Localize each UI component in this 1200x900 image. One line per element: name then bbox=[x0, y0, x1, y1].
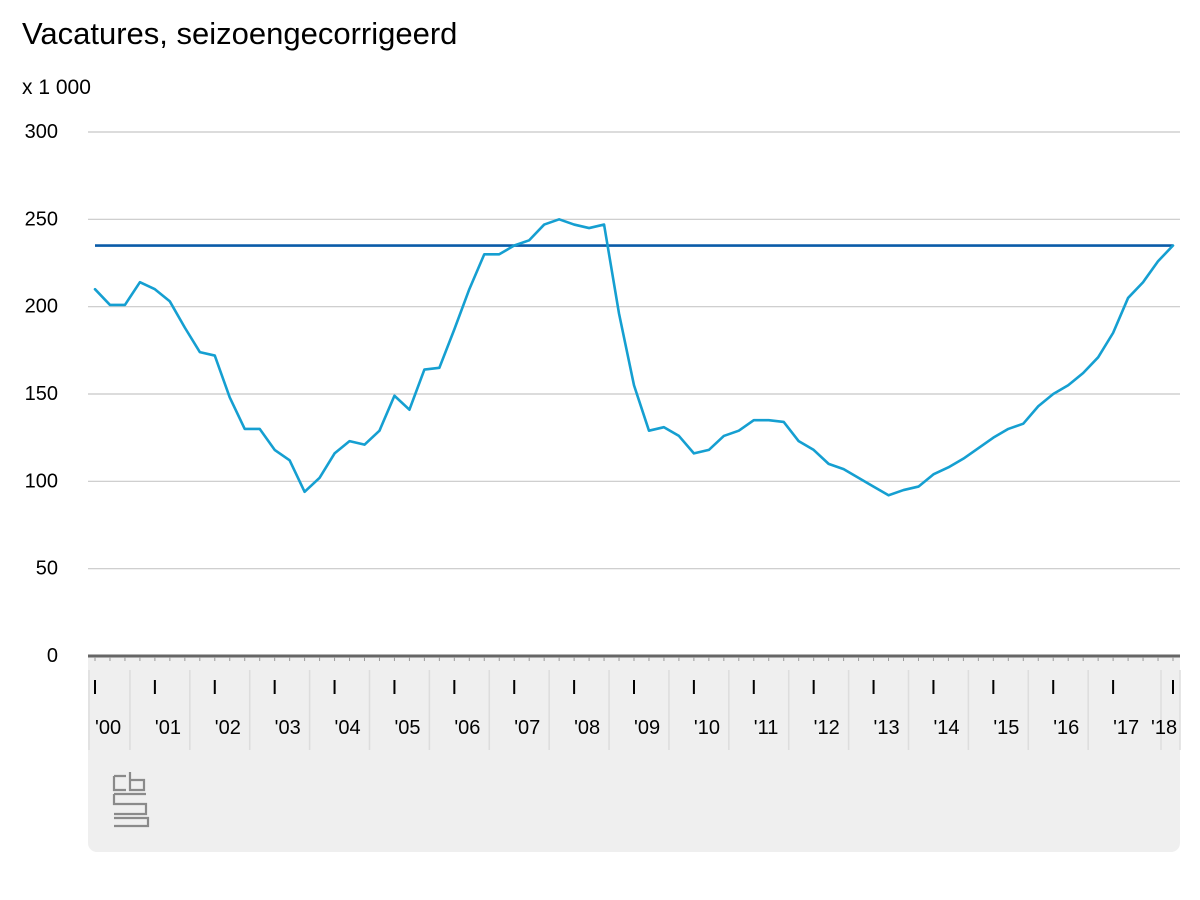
x-tick-label: '01 bbox=[155, 717, 181, 739]
series-line bbox=[93, 218, 1175, 497]
x-axis-tick-labels: '00 '01 '02 '03 '04 '05 '06 '07 '08 '09 '10 '11 '12 '… bbox=[95, 717, 1177, 739]
x-tick-label: '04 bbox=[335, 717, 361, 739]
x-tick-label: '07 bbox=[514, 717, 540, 739]
y-tick-label: 100 bbox=[25, 470, 58, 492]
x-tick-label: '03 bbox=[275, 717, 301, 739]
x-tick-label: '17 bbox=[1113, 717, 1139, 739]
x-tick-label: '00 bbox=[95, 717, 121, 739]
x-tick-label: '14 bbox=[933, 717, 959, 739]
x-tick-label: '12 bbox=[814, 717, 840, 739]
x-tick-label: '15 bbox=[993, 717, 1019, 739]
cbs-logo-stroke bbox=[114, 816, 150, 828]
cbs-logo-stroke bbox=[112, 792, 148, 816]
x-tick-label: '02 bbox=[215, 717, 241, 739]
y-tick-label: 0 bbox=[47, 645, 58, 667]
y-tick-label: 300 bbox=[25, 121, 58, 143]
x-tick-label: '13 bbox=[874, 717, 900, 739]
x-tick-label: '08 bbox=[574, 717, 600, 739]
x-tick-label: '06 bbox=[454, 717, 480, 739]
cbs-logo-icon bbox=[112, 772, 150, 828]
y-axis-unit-label: x 1 000 bbox=[22, 76, 91, 99]
x-tick-label: '09 bbox=[634, 717, 660, 739]
y-tick-label: 200 bbox=[25, 296, 58, 318]
x-axis-tick-marks bbox=[94, 657, 1174, 694]
chart-title: Vacatures, seizoengecorrigeerd bbox=[22, 16, 458, 51]
series-lines bbox=[93, 218, 1175, 497]
x-axis-dividers bbox=[88, 670, 1181, 750]
x-tick-label: '11 bbox=[754, 717, 779, 739]
y-tick-label: 50 bbox=[36, 558, 58, 580]
y-axis-tick-labels: 0 50 100 150 200 250 300 bbox=[25, 121, 58, 667]
x-axis-panel bbox=[88, 656, 1180, 852]
x-tick-label: '05 bbox=[394, 717, 420, 739]
cbs-logo-stroke bbox=[112, 774, 126, 792]
cbs-logo-stroke bbox=[128, 772, 146, 792]
x-tick-label: '10 bbox=[694, 717, 720, 739]
gridlines bbox=[88, 131, 1180, 570]
y-tick-label: 250 bbox=[25, 208, 58, 230]
y-tick-label: 150 bbox=[25, 383, 58, 405]
x-tick-label: '18 bbox=[1151, 717, 1177, 739]
x-axis-panel-top-fill bbox=[88, 656, 1180, 676]
x-tick-label: '16 bbox=[1053, 717, 1079, 739]
